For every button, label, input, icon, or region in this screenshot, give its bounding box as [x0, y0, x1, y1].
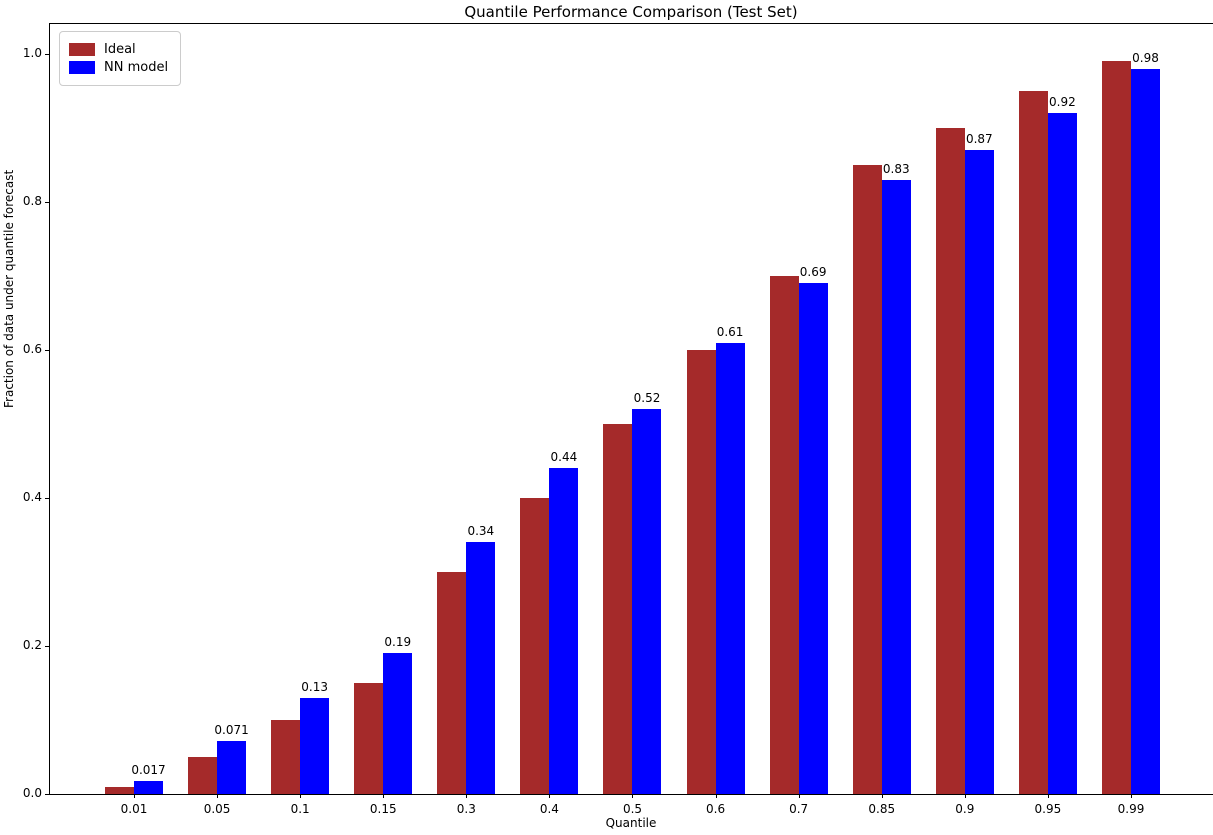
bar-value-label-0.85: 0.83	[882, 161, 910, 176]
bar-ideal-0.9	[935, 128, 965, 794]
x-tick-label-0.1: 0.1	[290, 802, 310, 816]
legend-entry-nn-model: NN model	[69, 60, 168, 75]
bar-value-label-0.6: 0.61	[716, 324, 744, 339]
x-tick-label-0.6: 0.6	[706, 802, 726, 816]
x-tick-mark-0.6	[715, 794, 717, 798]
x-tick-label-0.99: 0.99	[1117, 802, 1145, 816]
y-tick-mark-0.4	[45, 498, 49, 499]
y-tick-mark-0.2	[45, 646, 49, 647]
bar-nn-model-0.6	[715, 342, 745, 794]
bar-nn-model-0.5	[632, 409, 662, 794]
x-tick-label-0.3: 0.3	[456, 802, 476, 816]
legend-entry-ideal: Ideal	[69, 42, 168, 57]
bar-nn-model-0.99	[1130, 68, 1160, 794]
bar-value-label-0.01: 0.017	[131, 763, 166, 778]
legend-label: Ideal	[104, 42, 136, 57]
x-tick-label-0.5: 0.5	[622, 802, 643, 816]
legend-swatch-icon	[69, 61, 95, 74]
bar-ideal-0.01	[105, 786, 134, 794]
bar-value-label-0.7: 0.69	[799, 265, 827, 280]
x-tick-mark-0.85	[881, 794, 883, 798]
x-tick-label-0.05: 0.05	[203, 802, 231, 816]
bar-ideal-0.7	[769, 276, 799, 794]
x-tick-mark-0.05	[217, 794, 219, 798]
bar-value-label-0.05: 0.071	[214, 723, 249, 738]
bar-nn-model-0.7	[798, 283, 828, 794]
x-tick-label-0.15: 0.15	[369, 802, 397, 816]
y-tick-mark-0.0	[45, 794, 49, 795]
x-tick-label-0.7: 0.7	[789, 802, 809, 816]
bar-value-label-0.4: 0.44	[550, 450, 578, 465]
bar-nn-model-0.15	[383, 653, 413, 794]
y-tick-mark-1.0	[45, 54, 49, 55]
y-tick-label-0.6: 0.6	[22, 342, 42, 356]
bar-nn-model-0.85	[881, 179, 911, 794]
y-tick-label-0.0: 0.0	[22, 786, 42, 800]
plot-area: Ideal NN model 0.017 0.01 0.071 0.05 0.13 0.1 0…	[23, 23, 1213, 816]
bar-ideal-0.4	[520, 498, 550, 794]
bar-ideal-0.85	[852, 165, 882, 794]
x-tick-label-0.01: 0.01	[120, 802, 148, 816]
bar-ideal-0.1	[271, 720, 301, 794]
bar-ideal-0.99	[1101, 61, 1131, 794]
x-tick-mark-0.1	[300, 794, 302, 798]
bar-nn-model-0.9	[964, 150, 994, 794]
x-tick-label-0.9: 0.9	[955, 802, 975, 816]
bar-ideal-0.3	[437, 572, 467, 794]
chart-title: Quantile Performance Comparison (Test Se…	[464, 3, 798, 21]
x-tick-mark-0.95	[1047, 794, 1049, 798]
y-tick-label-1.0: 1.0	[22, 46, 42, 60]
bar-value-label-0.5: 0.52	[633, 391, 661, 406]
x-tick-label-0.4: 0.4	[539, 802, 559, 816]
bar-ideal-0.15	[354, 683, 384, 794]
bar-value-label-0.99: 0.98	[1132, 50, 1159, 65]
x-tick-label-0.85: 0.85	[868, 802, 896, 816]
y-tick-mark-0.6	[45, 350, 49, 351]
y-tick-label-0.4: 0.4	[22, 490, 42, 504]
bar-value-label-0.3: 0.34	[467, 524, 495, 539]
x-tick-mark-0.99	[1130, 794, 1132, 798]
bar-ideal-0.5	[603, 424, 633, 794]
bar-value-label-0.9: 0.87	[965, 132, 993, 147]
x-tick-mark-0.7	[798, 794, 800, 798]
x-tick-mark-0.9	[964, 794, 966, 798]
legend-swatch-icon	[69, 43, 95, 56]
y-tick-label-0.2: 0.2	[22, 638, 42, 652]
bar-ideal-0.6	[686, 350, 716, 794]
y-tick-mark-0.8	[45, 202, 49, 203]
bar-value-label-0.15: 0.19	[384, 635, 412, 650]
bar-value-label-0.95: 0.92	[1049, 95, 1076, 110]
legend-label: NN model	[104, 60, 169, 75]
bar-nn-model-0.3	[466, 542, 496, 794]
legend: Ideal NN model	[59, 31, 182, 86]
bar-nn-model-0.05	[217, 741, 247, 794]
x-tick-mark-0.5	[632, 794, 634, 798]
bar-ideal-0.05	[188, 757, 218, 794]
x-tick-mark-0.4	[549, 794, 551, 798]
bar-nn-model-0.4	[549, 468, 579, 794]
bar-nn-model-0.95	[1047, 113, 1077, 794]
x-tick-mark-0.01	[134, 794, 135, 798]
bar-ideal-0.95	[1018, 91, 1048, 794]
bar-value-label-0.1: 0.13	[301, 679, 329, 694]
bar-nn-model-0.1	[300, 697, 330, 794]
x-tick-mark-0.15	[383, 794, 385, 798]
y-tick-label-0.8: 0.8	[22, 194, 42, 208]
x-tick-mark-0.3	[466, 794, 468, 798]
x-tick-label-0.95: 0.95	[1034, 802, 1062, 816]
bar-nn-model-0.01	[134, 781, 163, 794]
x-axis-title: Quantile	[605, 816, 657, 830]
